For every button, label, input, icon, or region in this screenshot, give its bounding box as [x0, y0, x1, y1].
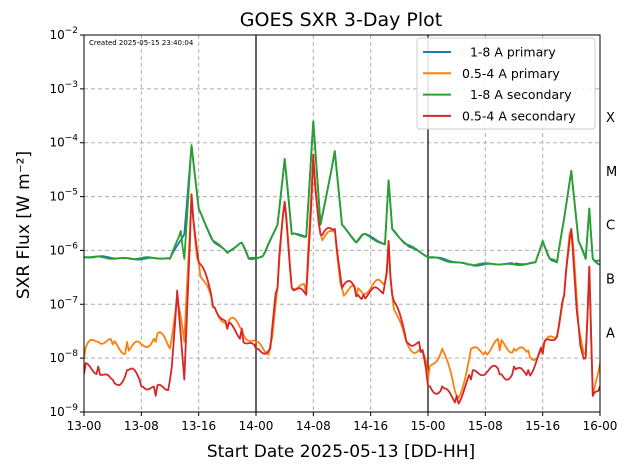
legend-entry-label: 0.5-4 A secondary: [462, 108, 576, 123]
y-tick-label: 10−9: [49, 403, 78, 419]
x-tick-label: 15-00: [411, 419, 446, 433]
flare-class-label: C: [606, 219, 615, 234]
legend-entry-label: 1-8 A primary: [462, 45, 556, 60]
flare-class-label: B: [606, 273, 615, 288]
plot-frame: [83, 34, 601, 413]
flare-class-label: X: [606, 111, 615, 126]
chart-title: GOES SXR 3-Day Plot: [240, 9, 442, 31]
x-tick-label: 16-00: [583, 419, 618, 433]
x-axis-title: Start Date 2025-05-13 [DD-HH]: [207, 442, 475, 462]
flare-class-label: A: [606, 326, 615, 341]
legend-box: [416, 37, 596, 130]
y-axis: 10−9 10−8 10−7 10−6 10−5 10−4 10−3 10−2: [49, 26, 84, 419]
y-tick-label: 10−8: [49, 349, 78, 365]
legend-entry-label: 0.5-4 A primary: [462, 66, 560, 81]
grid: [84, 35, 600, 412]
x-tick-label: 13-16: [181, 419, 216, 433]
flare-class-label: M: [606, 165, 617, 180]
x-axis: 13-00 13-08 13-16 14-00 14-08 14-16 15-00 15-08…: [67, 412, 618, 433]
x-tick-label: 14-08: [296, 419, 331, 433]
y-tick-label: 10−4: [49, 134, 78, 150]
legend: 1-8 A primary 0.5-4 A primary 1-8 A secon…: [416, 37, 596, 130]
flare-class-labels: A B C M X: [606, 111, 617, 341]
y-tick-label: 10−5: [49, 188, 78, 204]
y-axis-title: SXR Flux [W m⁻²]: [14, 151, 34, 299]
x-tick-label: 13-08: [124, 419, 159, 433]
x-tick-label: 13-00: [67, 419, 102, 433]
series-line: [84, 120, 600, 267]
y-tick-label: 10−7: [49, 295, 78, 311]
created-timestamp: Created 2025-05-15 23:40:04: [89, 39, 194, 47]
y-tick-label: 10−3: [49, 80, 78, 96]
x-tick-label: 15-08: [468, 419, 503, 433]
y-tick-label: 10−6: [49, 241, 78, 257]
x-tick-label: 14-00: [239, 419, 274, 433]
series-line: [84, 153, 600, 405]
legend-entry-label: 1-8 A secondary: [462, 87, 572, 102]
series-lines: [84, 120, 600, 405]
y-tick-label: 10−2: [49, 26, 78, 42]
x-tick-label: 14-16: [353, 419, 388, 433]
x-tick-label: 15-16: [525, 419, 560, 433]
